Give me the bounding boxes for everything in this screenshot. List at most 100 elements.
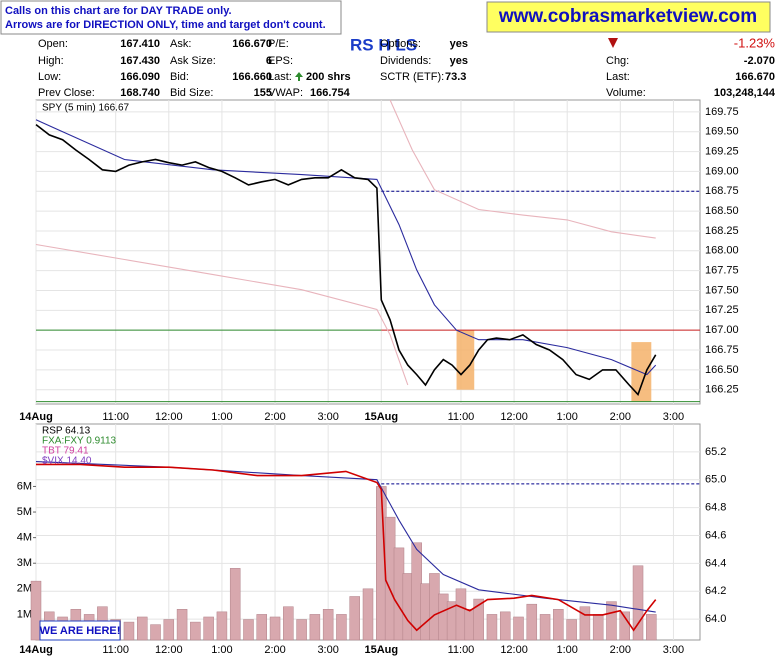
- x-tick-label: 15Aug: [364, 411, 398, 423]
- volume-bar: [243, 619, 254, 641]
- here-label: WE ARE HERE!: [40, 625, 121, 637]
- y-tick-label: 169.75: [705, 106, 739, 118]
- quote-value: 103,248,144: [714, 87, 776, 99]
- volume-bar: [336, 614, 347, 641]
- volume-bar: [349, 596, 360, 641]
- volume-bar: [123, 621, 135, 641]
- y-tick-label: 167.50: [705, 284, 739, 296]
- volume-bar: [566, 619, 577, 641]
- quote-value: 166.090: [120, 71, 160, 83]
- y-tick-label: 65.2: [705, 446, 726, 458]
- quote-value: 166.670: [232, 38, 272, 50]
- quote-value: -2.070: [744, 55, 775, 67]
- x-tick-label: 1:00: [556, 644, 577, 656]
- quote-label: Volume:: [606, 87, 646, 99]
- x-tick-label: 1:00: [211, 411, 232, 423]
- volume-bar: [322, 609, 334, 641]
- y-tick-label: 166.50: [705, 364, 739, 376]
- x-tick-label: 3:00: [317, 411, 338, 423]
- quote-value: 167.410: [120, 38, 160, 50]
- quote-label: Last:: [268, 71, 292, 83]
- volume-bar: [309, 614, 321, 641]
- x-tick-label: 12:00: [500, 411, 528, 423]
- volume-bar: [632, 565, 644, 641]
- plot-area: [35, 99, 701, 405]
- quote-label: Chg:: [606, 55, 629, 67]
- y-tick-label: 3M: [17, 557, 32, 569]
- notice-line: Arrows are for DIRECTION ONLY, time and …: [5, 19, 326, 31]
- y-tick-label: 167.75: [705, 265, 739, 277]
- quote-label: Bid Size:: [170, 87, 213, 99]
- volume-bar: [384, 516, 396, 641]
- x-tick-label: 15Aug: [364, 644, 398, 656]
- x-tick-label: 11:00: [448, 644, 475, 656]
- x-tick-label: 11:00: [448, 411, 475, 423]
- y-tick-label: 169.25: [705, 145, 739, 157]
- x-tick-label: 3:00: [317, 644, 338, 656]
- quote-label: High:: [38, 55, 64, 67]
- symbol-title: RS H LS: [350, 35, 417, 54]
- volume-bar: [464, 609, 476, 641]
- x-tick-label: 14Aug: [19, 644, 53, 656]
- series-line: [35, 243, 409, 386]
- quote-label: P/E:: [268, 38, 289, 50]
- quote-value: 6: [266, 55, 272, 67]
- x-tick-label: 12:00: [155, 411, 183, 423]
- site-box: [486, 1, 771, 33]
- volume-bar: [203, 616, 214, 641]
- volume-bar: [438, 593, 449, 641]
- quote-label: Options:: [380, 38, 421, 50]
- quote-label: Open:: [38, 38, 68, 50]
- y-tick-label: 169.00: [705, 165, 739, 177]
- y-tick-label: 167.25: [705, 304, 739, 316]
- volume-bar: [216, 611, 228, 641]
- site-url: www.cobrasmarketview.com: [498, 6, 757, 27]
- volume-bar: [229, 568, 241, 641]
- y-tick-label: 64.4: [705, 557, 726, 569]
- volume-bar: [646, 614, 657, 641]
- volume-bar: [176, 609, 188, 641]
- y-tick-label: 166.75: [705, 344, 739, 356]
- up-arrow: [295, 72, 303, 81]
- volume-bar: [256, 614, 268, 641]
- y-tick-label: 64.8: [705, 502, 726, 514]
- volume-bar: [296, 619, 307, 641]
- y-tick-label: 168.75: [705, 185, 739, 197]
- y-tick-label: 166.25: [705, 384, 739, 396]
- y-tick-label: 6M: [17, 480, 32, 492]
- volume-bar: [606, 601, 617, 641]
- legend: $VIX 14.40: [42, 456, 92, 467]
- quote-value: 73.3: [445, 71, 466, 83]
- volume-bar: [393, 547, 405, 641]
- quote-value: 155: [254, 87, 272, 99]
- x-tick-label: 11:00: [102, 411, 129, 423]
- x-tick-label: 12:00: [500, 644, 528, 656]
- volume-bar: [553, 609, 564, 641]
- volume-bar: [362, 588, 374, 641]
- volume-bar: [150, 624, 161, 641]
- y-tick-label: 167.00: [705, 324, 739, 336]
- volume-bar: [526, 603, 538, 641]
- here-box: [39, 620, 121, 641]
- volume-bar: [455, 588, 467, 641]
- x-tick-label: 1:00: [211, 644, 232, 656]
- y-tick-label: 2M: [17, 583, 32, 595]
- legend: TBT 79.41: [42, 446, 89, 457]
- series-line: [35, 461, 656, 613]
- volume-bar: [190, 621, 201, 641]
- legend: SPY (5 min) 166.67: [42, 103, 130, 114]
- quote-label: EPS:: [268, 55, 293, 67]
- volume-bar: [269, 616, 281, 641]
- notice-box: [0, 0, 342, 35]
- quote-value: 200 shrs: [306, 71, 351, 83]
- volume-bar: [539, 614, 551, 641]
- y-tick-label: 64.0: [705, 613, 726, 625]
- down-arrow: [608, 38, 618, 48]
- y-tick-label: 169.50: [705, 126, 739, 138]
- volume-bar: [473, 598, 484, 641]
- volume-bar: [283, 606, 294, 641]
- x-tick-label: 3:00: [663, 644, 684, 656]
- x-tick-label: 12:00: [155, 644, 183, 656]
- volume-bar: [402, 573, 414, 641]
- quote-label: Bid:: [170, 71, 189, 83]
